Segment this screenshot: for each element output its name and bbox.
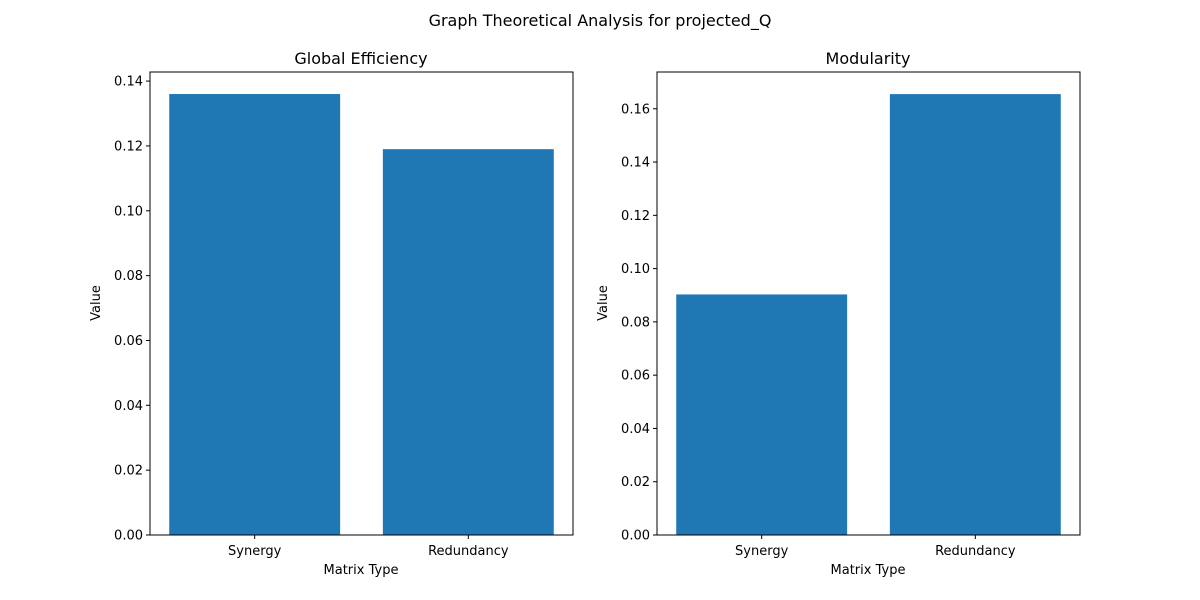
y-tick-label: 0.02	[621, 475, 650, 490]
axes-frame	[656, 71, 1081, 536]
y-tick-label: 0.10	[621, 262, 650, 277]
y-axis-label: Value	[596, 285, 611, 321]
x-tick-label: Synergy	[735, 544, 789, 559]
x-axis-label: Matrix Type	[324, 563, 399, 578]
bar-synergy	[169, 94, 341, 536]
y-tick-label: 0.00	[621, 529, 650, 544]
x-tick-label: Redundancy	[935, 544, 1016, 559]
global-efficiency-panel: Global Efficiency Matrix Type Value 0.00…	[89, 49, 574, 578]
modularity-panel: Modularity Matrix Type Value 0.00 0.02 0.0…	[596, 49, 1081, 578]
bar-synergy	[676, 294, 848, 535]
y-tick-label: 0.16	[621, 102, 650, 117]
y-tick-label: 0.00	[114, 529, 143, 544]
bar-redundancy	[382, 149, 554, 535]
y-tick-label: 0.08	[621, 315, 650, 330]
x-axis-label: Matrix Type	[831, 563, 906, 578]
y-tick-label: 0.06	[621, 369, 650, 384]
y-tick-label: 0.12	[621, 209, 650, 224]
axes-frame	[149, 71, 574, 536]
bar-redundancy	[889, 94, 1061, 535]
figure-suptitle: Graph Theoretical Analysis for projected…	[429, 11, 772, 31]
y-tick-label: 0.14	[114, 75, 143, 90]
y-tick-label: 0.04	[114, 399, 143, 414]
y-tick-label: 0.04	[621, 422, 650, 437]
y-tick-label: 0.02	[114, 464, 143, 479]
y-tick-label: 0.06	[114, 334, 143, 349]
x-tick-label: Synergy	[228, 544, 282, 559]
panel-title: Modularity	[826, 49, 911, 68]
y-tick-label: 0.08	[114, 269, 143, 284]
y-tick-label: 0.12	[114, 139, 143, 154]
y-tick-label: 0.14	[621, 156, 650, 171]
panel-title: Global Efficiency	[294, 49, 427, 68]
y-tick-label: 0.10	[114, 204, 143, 219]
x-tick-label: Redundancy	[428, 544, 509, 559]
y-axis-label: Value	[89, 285, 104, 321]
